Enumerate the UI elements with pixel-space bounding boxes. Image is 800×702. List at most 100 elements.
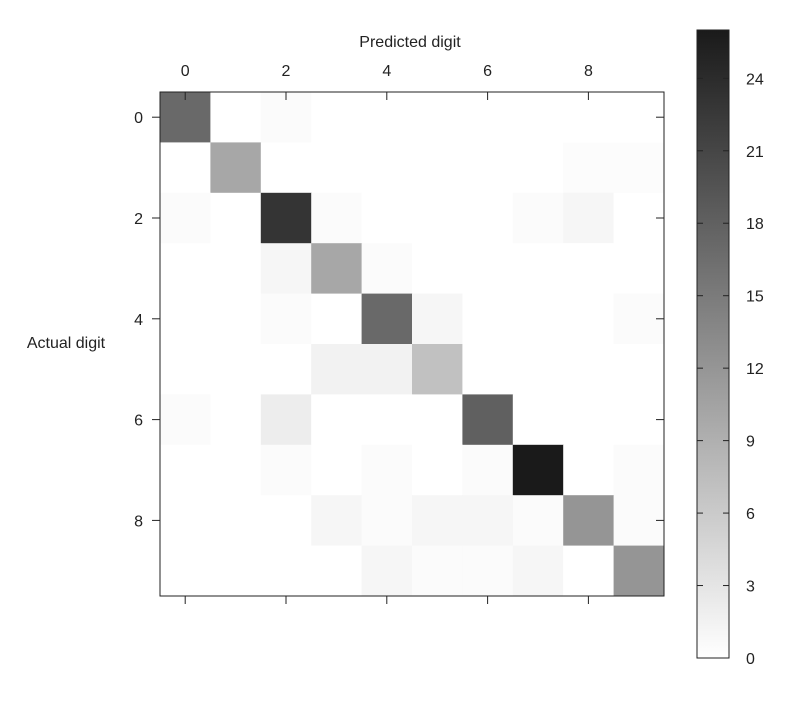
heatmap-cell-2-0	[160, 192, 211, 244]
heatmap-cell-9-8	[563, 545, 615, 597]
heatmap-cell-0-8	[563, 92, 615, 143]
colorbar-tick-label-21: 21	[746, 144, 764, 161]
heatmap-cell-0-3	[311, 92, 363, 143]
y-tick-label-2: 2	[134, 211, 143, 228]
heatmap-cell-7-2	[260, 444, 312, 496]
heatmap-cell-7-9	[613, 444, 665, 496]
heatmap-cell-5-4	[361, 344, 413, 395]
y-tick-label-4: 4	[134, 312, 143, 329]
heatmap-cell-1-3	[311, 142, 363, 194]
heatmap-cell-4-4	[361, 293, 413, 345]
heatmap-cell-3-1	[210, 243, 262, 295]
colorbar-tick-label-18: 18	[746, 216, 764, 233]
heatmap-cell-6-7	[512, 394, 564, 446]
heatmap-cell-0-2	[260, 92, 312, 143]
heatmap-cell-9-9	[613, 545, 665, 597]
heatmap-cell-4-3	[311, 293, 363, 345]
heatmap-cell-3-4	[361, 243, 413, 295]
heatmap-cell-2-6	[462, 192, 514, 244]
x-tick-label-4: 4	[382, 63, 391, 80]
heatmap-cell-2-7	[512, 192, 564, 244]
heatmap-cell-7-1	[210, 444, 262, 496]
heatmap-cell-3-5	[412, 243, 463, 295]
colorbar-tick-label-0: 0	[746, 651, 755, 668]
heatmap-cell-2-2	[260, 192, 312, 244]
heatmap-cell-7-4	[361, 444, 413, 496]
heatmap-cell-9-6	[462, 545, 514, 597]
heatmap-cell-9-1	[210, 545, 262, 597]
heatmap-cell-8-0	[160, 495, 211, 547]
heatmap-cell-6-0	[160, 394, 211, 446]
heatmap-cell-5-2	[260, 344, 312, 395]
heatmap-cell-0-7	[512, 92, 564, 143]
heatmap-cell-4-5	[412, 293, 463, 345]
colorbar-tick-label-15: 15	[746, 289, 764, 306]
heatmap-cell-0-0	[160, 92, 211, 143]
heatmap-cell-7-7	[512, 444, 564, 496]
heatmap-cell-6-4	[361, 394, 413, 446]
heatmap-cell-5-7	[512, 344, 564, 395]
heatmap-cell-3-7	[512, 243, 564, 295]
heatmap-cell-2-5	[412, 192, 463, 244]
y-tick-label-8: 8	[134, 513, 143, 530]
heatmap-cell-5-6	[462, 344, 514, 395]
heatmap-cell-1-9	[613, 142, 665, 194]
heatmap-cell-9-5	[412, 545, 463, 597]
heatmap-cell-6-3	[311, 394, 363, 446]
heatmap-cell-9-4	[361, 545, 413, 597]
heatmap-cell-1-2	[260, 142, 312, 194]
x-axis-label: Predicted digit	[359, 34, 461, 51]
heatmap-cell-5-1	[210, 344, 262, 395]
heatmap-cell-2-4	[361, 192, 413, 244]
axis-tick-labels: 0 2 4 6 8 0 2 4 6 8	[134, 63, 593, 530]
heatmap-cell-4-7	[512, 293, 564, 345]
heatmap-cell-5-5	[412, 344, 463, 395]
heatmap-cell-8-2	[260, 495, 312, 547]
heatmap-cell-8-8	[563, 495, 615, 547]
colorbar-tick-label-9: 9	[746, 434, 755, 451]
heatmap-cell-2-8	[563, 192, 615, 244]
heatmap-cell-6-2	[260, 394, 312, 446]
colorbar-tick-label-12: 12	[746, 361, 764, 378]
heatmap-cell-7-8	[563, 444, 615, 496]
heatmap-cell-3-3	[311, 243, 363, 295]
heatmap-cell-1-0	[160, 142, 211, 194]
heatmap-cell-9-3	[311, 545, 363, 597]
heatmap-cell-2-1	[210, 192, 262, 244]
axis-ticks	[152, 92, 664, 604]
colorbar	[696, 29, 730, 659]
heatmap-cell-8-5	[412, 495, 463, 547]
heatmap-cell-6-6	[462, 394, 514, 446]
y-tick-label-0: 0	[134, 110, 143, 127]
heatmap-cell-8-4	[361, 495, 413, 547]
heatmap-cell-7-5	[412, 444, 463, 496]
heatmap-cell-0-1	[210, 92, 262, 143]
heatmap-cell-9-0	[160, 545, 211, 597]
heatmap-cell-1-5	[412, 142, 463, 194]
colorbar-tick-label-6: 6	[746, 506, 755, 523]
heatmap-cell-6-5	[412, 394, 463, 446]
heatmap-cell-0-5	[412, 92, 463, 143]
heatmap-cell-5-0	[160, 344, 211, 395]
heatmap-cell-7-6	[462, 444, 514, 496]
heatmap-cell-3-8	[563, 243, 615, 295]
heatmap-cell-1-8	[563, 142, 615, 194]
heatmap-cell-7-0	[160, 444, 211, 496]
colorbar-tick-label-24: 24	[746, 71, 764, 88]
heatmap-cell-8-6	[462, 495, 514, 547]
x-tick-label-2: 2	[282, 63, 291, 80]
x-tick-label-8: 8	[584, 63, 593, 80]
heatmap-cell-3-2	[260, 243, 312, 295]
heatmap-cells	[160, 92, 665, 597]
heatmap-cell-7-3	[311, 444, 363, 496]
heatmap-cell-8-3	[311, 495, 363, 547]
heatmap-cell-9-7	[512, 545, 564, 597]
y-tick-label-6: 6	[134, 413, 143, 430]
heatmap-cell-8-1	[210, 495, 262, 547]
heatmap-cell-0-6	[462, 92, 514, 143]
heatmap-cell-1-4	[361, 142, 413, 194]
heatmap-cell-9-2	[260, 545, 312, 597]
heatmap-cell-3-6	[462, 243, 514, 295]
heatmap-cell-3-0	[160, 243, 211, 295]
x-tick-label-0: 0	[181, 63, 190, 80]
